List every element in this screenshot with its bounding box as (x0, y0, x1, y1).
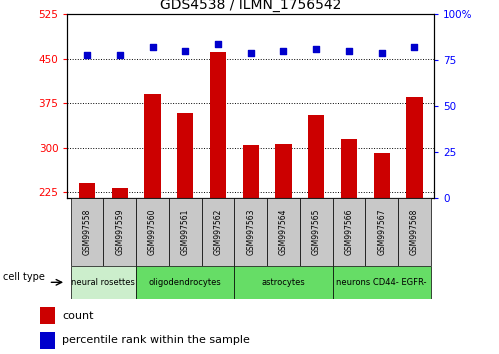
Bar (365, 198, 398, 266)
Point (411, 45, 419, 50)
Text: GSM997564: GSM997564 (279, 209, 288, 255)
Text: astrocytes: astrocytes (261, 278, 305, 287)
Bar (71, 198, 103, 266)
Bar (71, 266, 136, 299)
Bar (103, 198, 136, 266)
Bar (169, 198, 202, 266)
Bar (235, 266, 333, 299)
Bar (275, 144, 292, 326)
Text: percentile rank within the sample: percentile rank within the sample (62, 335, 250, 345)
Text: GSM997559: GSM997559 (115, 209, 124, 255)
Title: GDS4538 / ILMN_1756542: GDS4538 / ILMN_1756542 (160, 0, 341, 12)
Text: GSM997568: GSM997568 (410, 209, 419, 255)
Bar (144, 94, 161, 326)
Bar (136, 266, 235, 299)
Bar (341, 139, 357, 326)
Bar (267, 198, 300, 266)
Text: cell type: cell type (3, 272, 45, 282)
Point (116, 52, 124, 57)
Bar (243, 145, 259, 326)
Text: neural rosettes: neural rosettes (71, 278, 135, 287)
Bar (40, 332, 55, 348)
Bar (210, 52, 226, 326)
Bar (202, 198, 235, 266)
Text: GSM997558: GSM997558 (82, 209, 91, 255)
Bar (398, 198, 431, 266)
Bar (136, 198, 169, 266)
Point (378, 50, 386, 56)
Bar (112, 188, 128, 326)
Point (83, 52, 91, 57)
Bar (406, 97, 423, 326)
Point (312, 46, 320, 52)
Bar (300, 198, 333, 266)
Text: GSM997566: GSM997566 (344, 209, 353, 255)
Text: GSM997561: GSM997561 (181, 209, 190, 255)
Bar (40, 307, 55, 324)
Bar (333, 198, 365, 266)
Point (149, 45, 157, 50)
Point (279, 48, 287, 54)
Text: GSM997565: GSM997565 (312, 209, 321, 255)
Text: neurons CD44- EGFR-: neurons CD44- EGFR- (336, 278, 427, 287)
Bar (308, 115, 324, 326)
Point (181, 48, 189, 54)
Point (247, 50, 254, 56)
Text: count: count (62, 310, 94, 321)
Point (214, 41, 222, 46)
Text: GSM997563: GSM997563 (246, 209, 255, 255)
Text: GSM997560: GSM997560 (148, 209, 157, 255)
Text: GSM997567: GSM997567 (377, 209, 386, 255)
Bar (177, 113, 194, 326)
Bar (374, 153, 390, 326)
Bar (79, 183, 95, 326)
Text: oligodendrocytes: oligodendrocytes (149, 278, 222, 287)
Point (345, 48, 353, 54)
Text: GSM997562: GSM997562 (214, 209, 223, 255)
Bar (333, 266, 431, 299)
Bar (235, 198, 267, 266)
